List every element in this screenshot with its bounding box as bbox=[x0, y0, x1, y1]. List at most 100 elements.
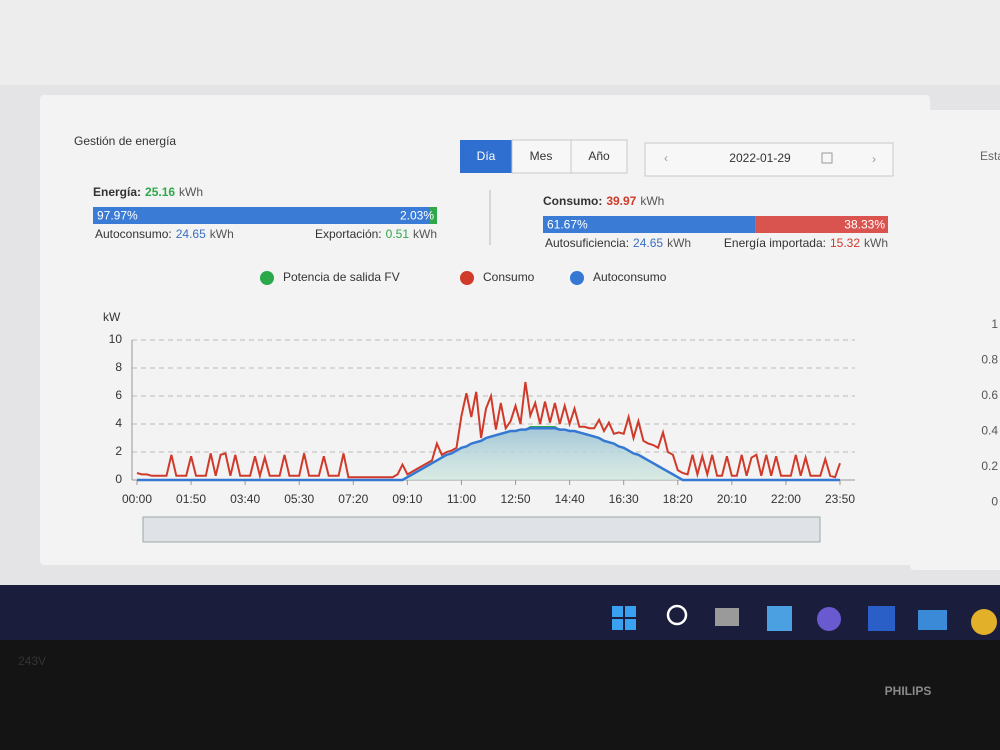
summary-title: Energía: 25.16 kWh bbox=[93, 185, 203, 199]
stat-unit: kWh bbox=[413, 227, 437, 241]
x-tick-label: 20:10 bbox=[717, 492, 747, 506]
calendar-icon[interactable] bbox=[821, 152, 833, 164]
date-label[interactable]: 2022-01-29 bbox=[729, 151, 791, 165]
left-stat: Autosuficiencia: 24.65 kWh bbox=[545, 236, 691, 250]
tab-label[interactable]: Año bbox=[588, 149, 610, 163]
start-icon[interactable] bbox=[625, 606, 636, 617]
top-strip bbox=[0, 0, 1000, 85]
legend-marker bbox=[570, 271, 584, 285]
x-tick-label: 14:40 bbox=[555, 492, 585, 506]
stat-label: Autoconsumo: bbox=[95, 227, 172, 241]
share-bar bbox=[93, 207, 431, 224]
side-tick-label: 0.2 bbox=[981, 459, 998, 473]
x-tick-label: 22:00 bbox=[771, 492, 801, 506]
taskview-icon[interactable] bbox=[715, 608, 739, 626]
date-picker[interactable] bbox=[644, 142, 894, 177]
stat-unit: kWh bbox=[864, 236, 888, 250]
monitor-bezel bbox=[0, 640, 1000, 750]
monitor-model: 243V bbox=[18, 654, 46, 668]
summary-unit: kWh bbox=[179, 185, 203, 199]
stat-unit: kWh bbox=[210, 227, 234, 241]
stat-value: 24.65 bbox=[633, 236, 663, 250]
tab-label[interactable]: Día bbox=[477, 149, 496, 163]
prev-arrow[interactable]: ‹ bbox=[664, 151, 668, 165]
x-tick-label: 07:20 bbox=[338, 492, 368, 506]
right-stat: Exportación: 0.51 kWh bbox=[315, 227, 437, 241]
side-tick-label: 1 bbox=[991, 317, 998, 331]
x-tick-label: 16:30 bbox=[609, 492, 639, 506]
summary-value: 39.97 bbox=[606, 194, 636, 208]
tab-group bbox=[511, 139, 628, 174]
x-tick-label: 18:20 bbox=[663, 492, 693, 506]
summary: Energía: 25.16 kWh 97.97% 2.03% Autoconsumo: 2… bbox=[93, 185, 888, 250]
tab-label[interactable]: Mes bbox=[530, 149, 553, 163]
stat-value: 15.32 bbox=[830, 236, 860, 250]
share-label: 2.03% bbox=[400, 209, 434, 223]
x-tick-label: 12:50 bbox=[501, 492, 531, 506]
y-tick-label: 10 bbox=[109, 332, 123, 346]
summary-label: Consumo: bbox=[543, 194, 602, 208]
summary-unit: kWh bbox=[640, 194, 664, 208]
x-tick-label: 09:10 bbox=[392, 492, 422, 506]
widgets-icon[interactable] bbox=[767, 606, 792, 631]
side-tick-label: 0.4 bbox=[981, 424, 998, 438]
legend-label: Potencia de salida FV bbox=[283, 270, 400, 284]
taskbar-icons bbox=[612, 604, 997, 635]
taskbar bbox=[0, 585, 1000, 640]
y-axis-label: kW bbox=[103, 310, 121, 324]
stat-label: Autosuficiencia: bbox=[545, 236, 629, 250]
chart: kW 0 2 4 6 8 10 00:00 01:50 03:40 05:30 07:20 09:10 1… bbox=[103, 270, 855, 506]
start-icon[interactable] bbox=[625, 619, 636, 630]
next-arrow[interactable]: › bbox=[872, 152, 876, 166]
y-tick-label: 2 bbox=[115, 444, 122, 458]
legend-marker bbox=[260, 271, 274, 285]
side-title: Esta bbox=[980, 149, 1000, 163]
summary-label: Energía: bbox=[93, 185, 141, 199]
share-bar bbox=[543, 216, 756, 233]
stat-value: 0.51 bbox=[386, 227, 410, 241]
stat-label: Energía importada: bbox=[724, 236, 826, 250]
side-tick-label: 0 bbox=[991, 495, 998, 509]
line bbox=[137, 426, 840, 482]
app-icon[interactable] bbox=[868, 606, 895, 631]
mail-icon[interactable] bbox=[918, 610, 947, 630]
x-tick-label: 05:30 bbox=[284, 492, 314, 506]
chrome-icon[interactable] bbox=[971, 609, 997, 635]
side-tick-label: 0.8 bbox=[981, 353, 998, 367]
zoom-slider[interactable] bbox=[142, 516, 821, 543]
stat-value: 24.65 bbox=[176, 227, 206, 241]
y-tick-label: 8 bbox=[115, 360, 122, 374]
tab-day[interactable] bbox=[460, 140, 512, 173]
line bbox=[136, 381, 841, 480]
start-icon[interactable] bbox=[612, 619, 623, 630]
x-tick-label: 03:40 bbox=[230, 492, 260, 506]
summary-title: Consumo: 39.97 kWh bbox=[543, 194, 664, 208]
area bbox=[137, 428, 840, 480]
share-label: 61.67% bbox=[547, 218, 588, 232]
x-tick-label: 11:00 bbox=[447, 492, 476, 506]
share-label: 97.97% bbox=[97, 209, 138, 223]
monitor-brand: PHILIPS bbox=[885, 684, 932, 698]
x-tick-label: 01:50 bbox=[176, 492, 206, 506]
stat-unit: kWh bbox=[667, 236, 691, 250]
x-tick-label: 23:50 bbox=[825, 492, 855, 506]
right-stat: Energía importada: 15.32 kWh bbox=[724, 236, 888, 250]
legend-marker bbox=[460, 271, 474, 285]
card-title: Gestión de energía bbox=[74, 134, 176, 148]
y-tick-label: 4 bbox=[115, 416, 122, 430]
side-card bbox=[910, 110, 1000, 570]
chat-icon[interactable] bbox=[817, 607, 841, 631]
share-bar bbox=[755, 216, 888, 233]
stat-label: Exportación: bbox=[315, 227, 382, 241]
left-stat: Autoconsumo: 24.65 kWh bbox=[95, 227, 234, 241]
y-tick-label: 0 bbox=[115, 472, 122, 486]
start-icon[interactable] bbox=[612, 606, 623, 617]
search-icon[interactable] bbox=[666, 604, 688, 626]
legend-label: Consumo bbox=[483, 270, 535, 284]
x-tick-label: 00:00 bbox=[122, 492, 152, 506]
side-tick-label: 0.6 bbox=[981, 388, 998, 402]
share-bar bbox=[430, 207, 437, 224]
share-label: 38.33% bbox=[844, 218, 885, 232]
